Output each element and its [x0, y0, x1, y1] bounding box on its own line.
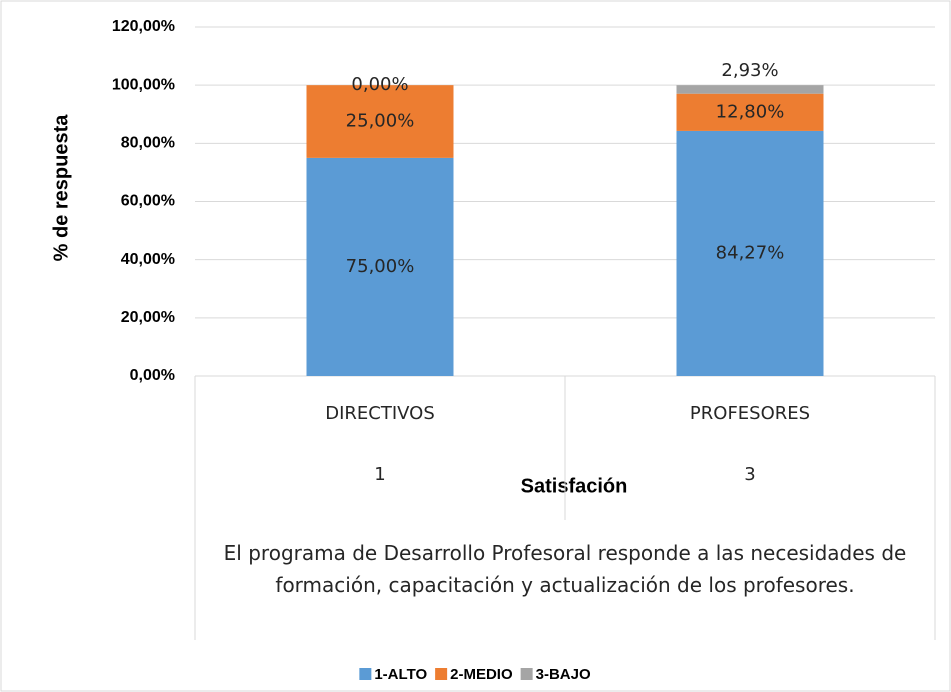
- category-group-label: El programa de Desarrollo Profesoral res…: [223, 541, 907, 597]
- y-tick-label: 40,00%: [121, 251, 175, 268]
- y-tick-label: 20,00%: [121, 309, 175, 326]
- y-tick-label: 60,00%: [121, 193, 175, 210]
- legend-swatch: [435, 668, 448, 680]
- legend-label: 2-MEDIO: [450, 666, 513, 683]
- y-tick-label: 0,00%: [130, 367, 175, 384]
- bar-segment: [676, 85, 824, 94]
- bar-segment: [676, 93, 824, 131]
- data-label: 2,93%: [721, 60, 778, 81]
- data-label: 75,00%: [346, 256, 415, 277]
- x-group-label: 3: [744, 464, 755, 485]
- data-label: 25,00%: [346, 111, 415, 132]
- y-tick-label: 120,00%: [112, 18, 175, 35]
- x-axis-title: Satisfación: [521, 475, 628, 497]
- legend-swatch: [520, 668, 533, 680]
- bar-segment: [306, 85, 454, 158]
- bar-segment: [306, 157, 454, 376]
- y-tick-label: 100,00%: [112, 76, 175, 93]
- legend-swatch: [359, 668, 372, 680]
- y-axis-title: % de respuesta: [50, 114, 72, 262]
- legend-label: 3-BAJO: [536, 666, 591, 683]
- x-group-label: 1: [374, 464, 385, 485]
- legend-label: 1-ALTO: [374, 666, 427, 683]
- bar-segment: [676, 130, 824, 376]
- data-label: 84,27%: [716, 242, 785, 263]
- data-label: 12,80%: [716, 101, 785, 122]
- x-tick-label: DIRECTIVOS: [325, 403, 435, 424]
- y-tick-label: 80,00%: [121, 135, 175, 152]
- x-tick-label: PROFESORES: [690, 403, 810, 424]
- data-label: 0,00%: [351, 74, 408, 95]
